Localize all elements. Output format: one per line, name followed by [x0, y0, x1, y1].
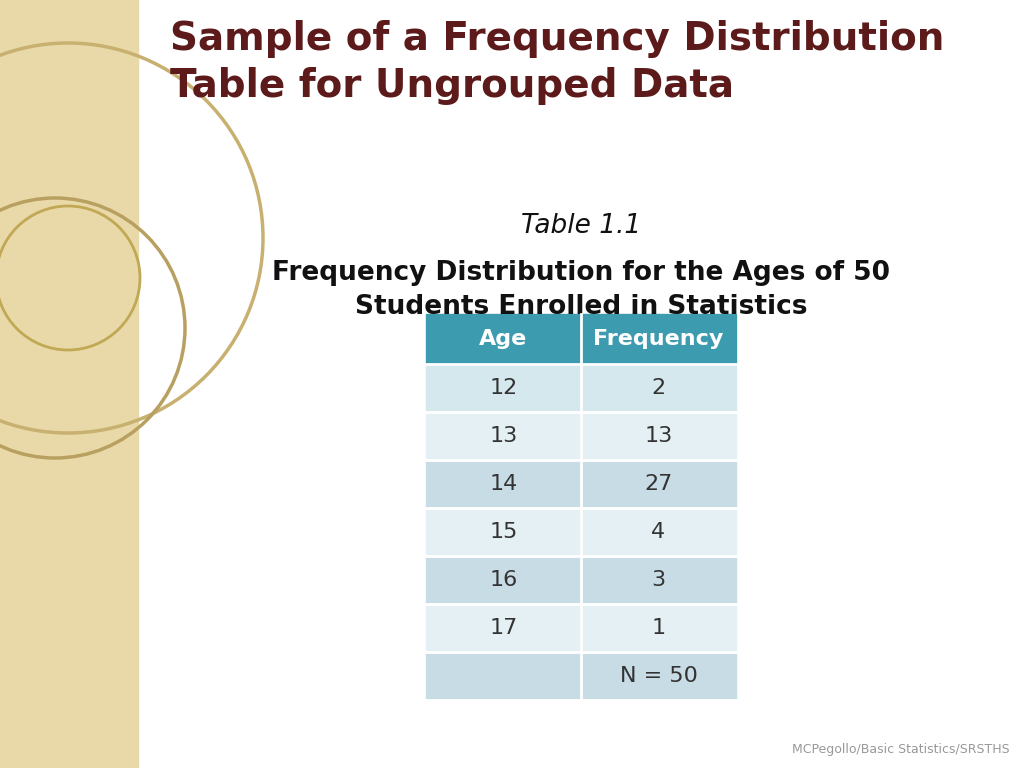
Bar — [581, 604, 736, 652]
Bar — [426, 652, 581, 700]
Bar — [0, 0, 138, 768]
Bar — [581, 364, 736, 412]
Text: 2: 2 — [651, 378, 666, 398]
Bar — [426, 508, 581, 556]
Bar — [426, 460, 581, 508]
Text: 14: 14 — [489, 474, 517, 494]
Text: Frequency: Frequency — [593, 329, 724, 349]
Bar — [426, 364, 581, 412]
Bar — [426, 604, 581, 652]
Bar — [581, 460, 736, 508]
Text: 13: 13 — [644, 426, 673, 446]
Bar — [581, 412, 736, 460]
Bar — [581, 508, 736, 556]
Bar — [581, 314, 736, 364]
Bar — [581, 556, 736, 604]
Text: N = 50: N = 50 — [620, 666, 697, 686]
Bar — [426, 314, 581, 364]
Text: 3: 3 — [651, 570, 666, 590]
Text: 12: 12 — [489, 378, 517, 398]
Text: 13: 13 — [489, 426, 517, 446]
Text: MCPegollo/Basic Statistics/SRSTHS: MCPegollo/Basic Statistics/SRSTHS — [793, 743, 1010, 756]
Bar — [426, 556, 581, 604]
Text: Frequency Distribution for the Ages of 50
Students Enrolled in Statistics: Frequency Distribution for the Ages of 5… — [272, 260, 890, 320]
Text: Age: Age — [479, 329, 527, 349]
Text: 4: 4 — [651, 522, 666, 542]
Text: 17: 17 — [489, 618, 517, 638]
Bar — [426, 412, 581, 460]
Bar — [581, 652, 736, 700]
Text: 15: 15 — [489, 522, 518, 542]
Text: 16: 16 — [489, 570, 517, 590]
Text: Sample of a Frequency Distribution
Table for Ungrouped Data: Sample of a Frequency Distribution Table… — [170, 20, 944, 105]
Text: 27: 27 — [644, 474, 673, 494]
Text: 1: 1 — [651, 618, 666, 638]
Text: Table 1.1: Table 1.1 — [521, 213, 641, 239]
